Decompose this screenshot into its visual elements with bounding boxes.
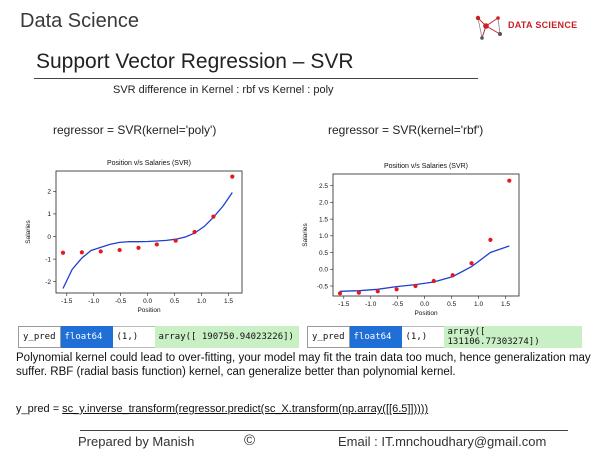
output-rbf-name: y_pred	[307, 326, 350, 348]
data-point	[337, 291, 343, 296]
output-poly: y_pred float64 (1,) array([ 190750.94023…	[18, 326, 299, 348]
x-tick-label: 1.0	[197, 298, 206, 305]
slide-subtitle: SVR difference in Kernel : rbf vs Kernel…	[113, 84, 334, 96]
data-point	[98, 249, 103, 254]
x-tick-label: -1.5	[338, 301, 350, 308]
chart-rbf: Position v/s Salaries (SVR) -1.5 -1.0 -0.5 0…	[297, 158, 537, 318]
y-tick-label: 1.5	[319, 216, 328, 223]
data-point	[211, 214, 216, 219]
chart-rbf-svg: Position v/s Salaries (SVR) -1.5 -1.0 -0.5 0…	[302, 163, 520, 317]
data-point	[469, 261, 474, 266]
data-point	[117, 247, 122, 253]
copyright-symbol: ©	[244, 432, 256, 449]
y-tick-label: -1	[45, 256, 51, 263]
y-tick-label: 0.5	[319, 250, 328, 257]
chart-poly: Position v/s Salaries (SVR) -1.5 -1.0 -0.5 0…	[20, 155, 260, 315]
footer-author: Prepared by Manish	[78, 434, 195, 449]
output-rbf-shape: (1,)	[401, 326, 444, 348]
x-tick-label: 0.0	[420, 301, 429, 308]
brand-title: Data Science	[20, 10, 139, 32]
y-axis-label: Salaries	[25, 220, 32, 244]
chart-title: Position v/s Salaries (SVR)	[384, 163, 468, 170]
footer-divider	[80, 430, 568, 431]
x-axis-label: Position	[414, 310, 438, 317]
output-poly-name: y_pred	[18, 326, 61, 348]
output-poly-dtype[interactable]: float64	[60, 326, 113, 348]
logo-text: DATA SCIENCE	[508, 20, 578, 30]
y-tick-label: 0.0	[319, 267, 328, 274]
x-tick-label: -0.5	[115, 298, 127, 305]
x-tick-label: 0.0	[143, 298, 152, 305]
formula-code: sc_y.inverse_transform(regressor.predict…	[62, 403, 429, 415]
x-tick-label: 0.5	[447, 301, 456, 308]
caption-rbf: regressor = SVR(kernel='rbf')	[328, 123, 484, 137]
network-logo-icon	[475, 15, 502, 40]
y-tick-label: 0	[47, 234, 51, 241]
data-science-logo: DATA SCIENCE	[472, 12, 592, 42]
data-point	[450, 273, 455, 278]
data-point	[413, 283, 418, 289]
chart-poly-svg: Position v/s Salaries (SVR) -1.5 -1.0 -0.5 0…	[25, 160, 243, 314]
data-point	[507, 178, 512, 183]
data-point	[356, 290, 361, 295]
svr-prediction-line	[62, 192, 233, 289]
data-point	[375, 289, 380, 294]
data-point	[394, 287, 399, 292]
output-rbf-dtype[interactable]: float64	[349, 326, 402, 348]
y-tick-label: 2	[47, 189, 51, 196]
x-tick-label: -1.0	[365, 301, 377, 308]
x-tick-label: -0.5	[392, 301, 404, 308]
output-rbf: y_pred float64 (1,) array([ 131106.77303…	[307, 326, 582, 348]
x-axis-label: Position	[137, 307, 161, 314]
data-point	[60, 250, 66, 255]
x-tick-label: 1.5	[501, 301, 510, 308]
x-tick-label: -1.0	[88, 298, 100, 305]
footer-email: Email : IT.mnchoudhary@gmail.com	[338, 434, 547, 449]
x-tick-label: -1.5	[61, 298, 73, 305]
y-tick-label: -2	[45, 279, 51, 286]
prediction-formula: y_pred = sc_y.inverse_transform(regresso…	[16, 403, 596, 415]
caption-poly: regressor = SVR(kernel='poly')	[53, 123, 217, 137]
y-tick-label: 2.5	[319, 183, 328, 190]
data-point	[136, 245, 141, 250]
data-point	[79, 250, 84, 255]
plot-area	[332, 173, 520, 297]
x-tick-label: 1.0	[474, 301, 483, 308]
data-point	[173, 238, 178, 243]
svr-prediction-line	[339, 245, 510, 292]
data-point	[154, 242, 159, 247]
slide-title: Support Vector Regression – SVR	[36, 50, 354, 73]
explanation-paragraph: Polynomial kernel could lead to over-fit…	[16, 352, 591, 378]
plot-area	[55, 170, 243, 294]
x-tick-label: 0.5	[170, 298, 179, 305]
data-point	[488, 237, 493, 242]
formula-prefix: y_pred =	[16, 403, 63, 415]
output-poly-value: array([ 190750.94023226])	[154, 326, 299, 348]
y-tick-label: -0.5	[317, 283, 329, 290]
y-tick-label: 2.0	[319, 200, 328, 207]
data-point	[431, 278, 436, 284]
y-axis-label: Salaries	[302, 223, 309, 247]
data-point	[192, 229, 197, 235]
output-poly-shape: (1,)	[112, 326, 155, 348]
chart-title: Position v/s Salaries (SVR)	[107, 160, 191, 167]
data-point	[230, 174, 235, 179]
output-rbf-value: array([ 131106.77303274])	[443, 326, 582, 348]
title-divider	[34, 78, 478, 79]
y-tick-label: 1.0	[319, 233, 328, 240]
y-tick-label: 1	[47, 211, 51, 218]
x-tick-label: 1.5	[224, 298, 233, 305]
